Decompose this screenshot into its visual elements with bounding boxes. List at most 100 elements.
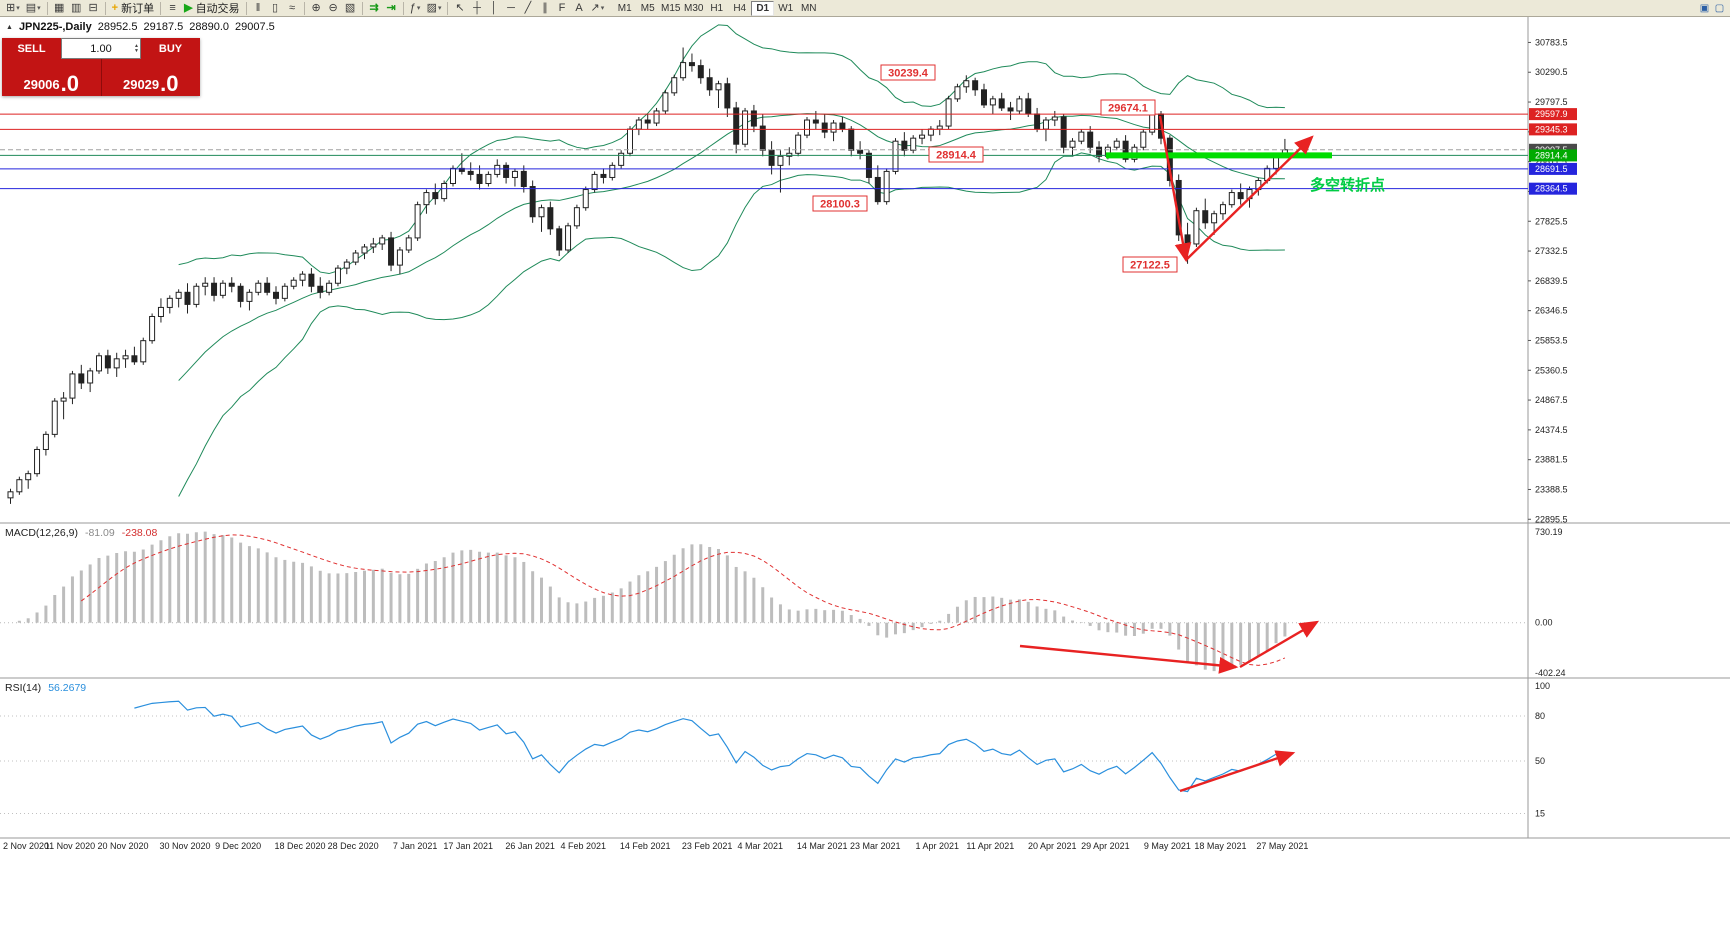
toolbar-separator bbox=[303, 1, 305, 15]
rsi-value: 56.2679 bbox=[48, 682, 87, 694]
lot-size-input[interactable]: 1.00 ▲ ▼ bbox=[61, 38, 141, 59]
tile-windows-icon: ▧ bbox=[344, 1, 356, 14]
svg-text:29797.5: 29797.5 bbox=[1535, 97, 1568, 107]
profiles-button[interactable]: ▤ ▾ bbox=[23, 1, 44, 16]
zoom-out-button[interactable]: ⊖ bbox=[325, 1, 342, 16]
low-value: 28890.0 bbox=[189, 21, 229, 33]
svg-text:22895.5: 22895.5 bbox=[1535, 514, 1568, 524]
text-tool-button[interactable]: A bbox=[570, 1, 587, 16]
channel-icon: ∥ bbox=[542, 1, 548, 14]
vertical-line-button[interactable]: │ bbox=[485, 1, 502, 16]
svg-text:25360.5: 25360.5 bbox=[1535, 365, 1568, 375]
crosshair-button[interactable]: ┼ bbox=[468, 1, 485, 16]
auto-scroll-button[interactable]: ⇉ bbox=[366, 1, 383, 16]
dropdown-caret-icon: ▾ bbox=[600, 5, 605, 12]
navigator-icon: ▥ bbox=[70, 1, 82, 14]
restore-window-icon: ▣ bbox=[1699, 2, 1710, 14]
buy-button[interactable]: BUY bbox=[141, 38, 200, 59]
svg-text:28100.3: 28100.3 bbox=[820, 199, 860, 211]
svg-text:30239.4: 30239.4 bbox=[888, 68, 929, 80]
templates-icon: ▨ bbox=[426, 1, 437, 14]
close-window-button[interactable]: ▢ bbox=[1712, 2, 1727, 15]
bar-chart-button[interactable]: ‖ bbox=[250, 1, 267, 16]
toolbar-separator bbox=[361, 1, 363, 15]
navigator-button[interactable]: ▥ bbox=[68, 1, 85, 16]
play-icon: ▶ bbox=[184, 1, 193, 14]
fibonacci-button[interactable]: F bbox=[553, 1, 570, 16]
toolbar-separator bbox=[104, 1, 106, 15]
tile-windows-button[interactable]: ▧ bbox=[342, 1, 359, 16]
auto-scroll-icon: ⇉ bbox=[369, 1, 379, 14]
timeframe-h4-button[interactable]: H4 bbox=[728, 1, 751, 16]
svg-text:18 May 2021: 18 May 2021 bbox=[1194, 841, 1246, 851]
timeframe-m15-button[interactable]: M15 bbox=[660, 2, 681, 14]
timeframe-w1-button[interactable]: W1 bbox=[774, 1, 797, 16]
svg-text:26346.5: 26346.5 bbox=[1535, 306, 1568, 316]
svg-text:-402.24: -402.24 bbox=[1535, 668, 1566, 678]
cursor-button[interactable]: ↖ bbox=[451, 1, 468, 16]
lot-spinner-icon[interactable]: ▲ ▼ bbox=[134, 42, 139, 54]
svg-text:11 Apr 2021: 11 Apr 2021 bbox=[966, 841, 1014, 851]
new-order-button-label: 新订单 bbox=[121, 3, 155, 15]
profiles-icon: ▤ bbox=[25, 1, 37, 14]
cursor-icon: ↖ bbox=[455, 1, 465, 14]
svg-text:14 Mar 2021: 14 Mar 2021 bbox=[797, 841, 848, 851]
symbol-ohlc-header: ▲ JPN225-,Daily 28952.5 29187.5 28890.0 … bbox=[6, 21, 275, 33]
svg-text:28811.5: 28811.5 bbox=[1535, 157, 1567, 167]
svg-text:28364.5: 28364.5 bbox=[1535, 184, 1568, 194]
timeframe-mn-button[interactable]: MN bbox=[797, 1, 820, 16]
svg-text:730.19: 730.19 bbox=[1535, 527, 1563, 537]
collapse-triangle-icon[interactable]: ▲ bbox=[6, 23, 13, 31]
svg-text:4 Feb 2021: 4 Feb 2021 bbox=[560, 841, 606, 851]
toolbar-separator bbox=[160, 1, 162, 15]
new-chart-button[interactable]: ⊞ ▾ bbox=[3, 1, 23, 16]
chart-shift-button[interactable]: ⇥ bbox=[383, 1, 400, 16]
svg-text:7 Jan 2021: 7 Jan 2021 bbox=[393, 841, 438, 851]
auto-trading-button[interactable]: ▶ 自动交易 bbox=[181, 1, 242, 16]
macd-header: MACD(12,26,9) -81.09 -238.08 bbox=[5, 527, 157, 539]
market-watch-button[interactable]: ▦ bbox=[51, 1, 68, 16]
svg-text:20 Apr 2021: 20 Apr 2021 bbox=[1028, 841, 1077, 851]
timeframe-m5-button[interactable]: M5 bbox=[636, 1, 659, 16]
candlestick-chart-button[interactable]: ▯ bbox=[267, 1, 284, 16]
svg-text:9 Dec 2020: 9 Dec 2020 bbox=[215, 841, 261, 851]
line-chart-button[interactable]: ≈ bbox=[284, 1, 301, 16]
timeframe-m1-button[interactable]: M1 bbox=[613, 1, 636, 16]
text-tool-icon: A bbox=[575, 1, 583, 14]
restore-window-button[interactable]: ▣ bbox=[1697, 2, 1712, 15]
rsi-header: RSI(14) 56.2679 bbox=[5, 682, 86, 694]
indicators-button[interactable]: ƒ ▾ bbox=[407, 1, 424, 16]
vertical-line-icon: │ bbox=[490, 1, 498, 14]
svg-text:11 Nov 2020: 11 Nov 2020 bbox=[45, 841, 95, 851]
timeframe-m30-button[interactable]: M30 bbox=[683, 2, 704, 14]
window-controls: ▣ ▢ bbox=[1697, 0, 1727, 16]
arrow-tools-button[interactable]: ↗ ▾ bbox=[587, 1, 607, 16]
zoom-in-button[interactable]: ⊕ bbox=[308, 1, 325, 16]
dropdown-caret-icon: ▾ bbox=[16, 5, 20, 12]
svg-text:17 Jan 2021: 17 Jan 2021 bbox=[443, 841, 493, 851]
svg-text:28691.5: 28691.5 bbox=[1535, 164, 1568, 174]
svg-text:24374.5: 24374.5 bbox=[1535, 425, 1568, 435]
trendline-button[interactable]: ╱ bbox=[519, 1, 536, 16]
metaeditor-button[interactable]: ≡ bbox=[164, 1, 181, 16]
svg-text:27 May 2021: 27 May 2021 bbox=[1256, 841, 1308, 851]
svg-text:9 May 2021: 9 May 2021 bbox=[1144, 841, 1191, 851]
new-order-button[interactable]: + 新订单 bbox=[109, 1, 157, 16]
sell-price[interactable]: 29006.0 bbox=[2, 59, 102, 96]
timeframe-d1-button[interactable]: D1 bbox=[751, 0, 775, 16]
toolbar-groups: ⊞ ▾ ▤ ▾ ▦ ▥ ⊟ + 新订单 ≡ ▶ 自动交易 ‖ ▯ ≈ ⊕ ⊖ ▧ ⇉ ⇥ ƒ ▾ ▨ ▾ ↖ ┼ │ ─ ╱ ∥ F A ↗ ▾ bbox=[3, 0, 607, 16]
fibonacci-icon: F bbox=[558, 1, 566, 14]
svg-text:30290.5: 30290.5 bbox=[1535, 67, 1568, 77]
channel-button[interactable]: ∥ bbox=[536, 1, 553, 16]
sell-button[interactable]: SELL bbox=[2, 38, 61, 59]
bar-chart-icon: ‖ bbox=[255, 1, 261, 14]
svg-text:4 Mar 2021: 4 Mar 2021 bbox=[737, 841, 783, 851]
dropdown-caret-icon: ▾ bbox=[37, 5, 41, 12]
terminal-button[interactable]: ⊟ bbox=[85, 1, 102, 16]
buy-price[interactable]: 29029.0 bbox=[101, 59, 200, 96]
timeframe-h1-button[interactable]: H1 bbox=[705, 1, 728, 16]
templates-button[interactable]: ▨ ▾ bbox=[424, 1, 445, 16]
horizontal-line-button[interactable]: ─ bbox=[502, 1, 519, 16]
svg-text:多空转折点: 多空转折点 bbox=[1310, 176, 1385, 194]
